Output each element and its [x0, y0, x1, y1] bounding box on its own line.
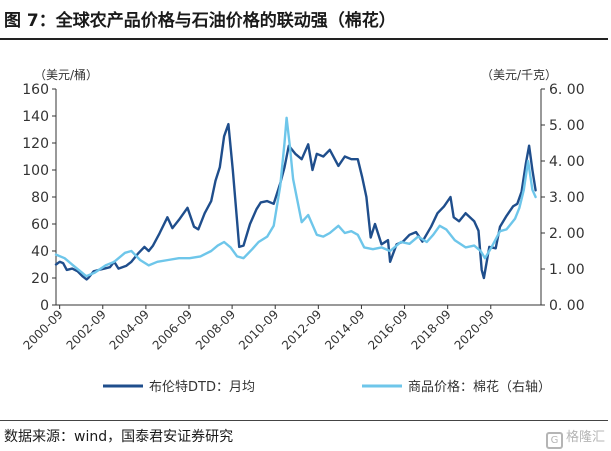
legend: 布伦特DTD：月均 商品价格：棉花（右轴）: [103, 379, 551, 395]
x-axis-tick-label: 2016-09: [365, 307, 410, 352]
left-axis: 0 20 40 60 80 100 120 140 160: [22, 82, 57, 314]
series-line-2: [54, 116, 537, 278]
x-axis-tick-label: 2012-09: [279, 307, 324, 352]
left-axis-tick-label: 60: [31, 217, 49, 233]
left-axis-tick-label: 140: [22, 109, 49, 125]
source-note: 数据来源：wind，国泰君安证券研究: [4, 429, 234, 445]
x-axis-tick-label: 2008-09: [193, 307, 238, 352]
right-axis-unit: （美元/千克）: [481, 68, 557, 82]
x-axis-tick-label: 2004-09: [107, 307, 152, 352]
source-rule: [0, 420, 608, 421]
x-axis-tick-label: 2010-09: [236, 307, 281, 352]
right-axis-tick-label: 1. 00: [549, 262, 585, 278]
x-axis-tick-label: 2014-09: [322, 307, 367, 352]
title-rule: [0, 38, 608, 40]
watermark-text: 格隆汇: [565, 430, 605, 445]
watermark: G 格隆汇: [545, 426, 605, 449]
right-axis: 0. 00 1. 00 2. 00 3. 00 4. 00 5. 00 6. 00: [540, 82, 585, 314]
x-axis-tick-label: 2002-09: [64, 307, 109, 352]
x-axis-tick-label: 2006-09: [150, 307, 195, 352]
x-axis-tick-label: 2018-09: [408, 307, 453, 352]
left-axis-tick-label: 100: [22, 163, 49, 179]
right-axis-tick-label: 5. 00: [549, 118, 585, 134]
plot-lines: [54, 116, 537, 281]
legend-label-1: 布伦特DTD：月均: [149, 380, 255, 395]
left-axis-tick-label: 40: [31, 244, 49, 260]
series-line-1: [54, 122, 537, 281]
x-axis-tick-label: 2020-09: [452, 307, 497, 352]
right-axis-tick-label: 6. 00: [549, 82, 585, 98]
right-axis-tick-label: 0. 00: [549, 298, 585, 314]
left-axis-unit: （美元/桶）: [34, 67, 98, 82]
left-axis-tick-label: 80: [31, 190, 49, 206]
x-axis-tick-label: 2000-09: [20, 307, 65, 352]
watermark-logo-icon: G: [545, 432, 563, 449]
chart-title: 图 7：全球农产品价格与石油价格的联动强（棉花）: [4, 11, 396, 31]
left-axis-tick-label: 160: [22, 82, 49, 98]
right-axis-tick-label: 3. 00: [549, 190, 585, 206]
left-axis-tick-label: 20: [31, 271, 49, 287]
left-axis-tick-label: 0: [40, 298, 49, 314]
left-axis-tick-label: 120: [22, 136, 49, 152]
right-axis-tick-label: 2. 00: [549, 226, 585, 242]
right-axis-tick-label: 4. 00: [549, 154, 585, 170]
x-axis: 2000-092002-092004-092006-092008-092010-…: [20, 304, 541, 353]
chart-area: （美元/桶） （美元/千克） 0 20 40 60 80 100 120 140 160 0. …: [20, 67, 585, 395]
legend-label-2: 商品价格：棉花（右轴）: [408, 379, 551, 395]
